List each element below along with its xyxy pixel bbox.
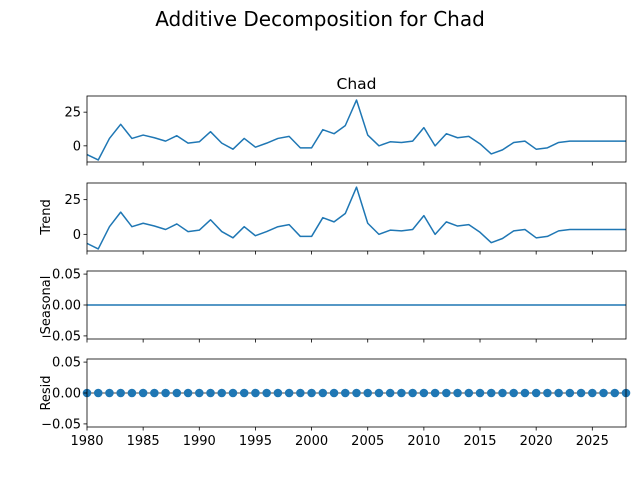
resid-point — [509, 388, 519, 398]
resid-point — [262, 388, 271, 398]
resid-point — [464, 388, 474, 398]
resid-ytick-label: 0.05 — [52, 356, 81, 371]
resid-xtick-label: 1990 — [183, 434, 216, 449]
seasonal-ytick-label: 0.05 — [52, 268, 81, 283]
observed-panel: 0 25 Chad — [64, 75, 627, 166]
resid-point — [531, 388, 541, 398]
trend-ylabel: Trend — [39, 199, 54, 236]
resid-point — [251, 388, 260, 398]
resid-point — [554, 388, 563, 398]
resid-xtick-label: 1995 — [239, 434, 272, 449]
resid-point — [352, 388, 361, 398]
resid-point — [543, 388, 552, 398]
resid-point — [397, 388, 406, 398]
resid-point — [453, 388, 462, 398]
trend-ytick-label: 0 — [73, 228, 81, 243]
resid-point — [239, 388, 249, 398]
resid-point — [475, 388, 485, 398]
resid-point — [576, 388, 586, 398]
resid-point — [150, 388, 159, 398]
trend-series-line — [86, 186, 626, 250]
resid-point — [442, 388, 451, 398]
resid-point — [610, 388, 620, 398]
resid-point — [588, 388, 597, 398]
resid-point — [363, 388, 373, 398]
resid-point — [329, 388, 339, 398]
seasonal-ylabel: Seasonal — [39, 276, 54, 335]
seasonal-ytick-label: 0.00 — [52, 299, 81, 314]
resid-point — [430, 388, 440, 398]
resid-panel: −0.05 0.00 0.05 1980 1985 1990 1995 2000 2005 201… — [39, 356, 631, 449]
figure-title: Additive Decomposition for Chad — [155, 7, 485, 31]
resid-point — [296, 388, 305, 398]
resid-point — [217, 388, 227, 398]
resid-xtick-label: 2015 — [463, 434, 496, 449]
observed-title: Chad — [337, 75, 377, 93]
observed-ytick-label: 25 — [64, 106, 81, 121]
resid-xtick-label: 1980 — [70, 434, 103, 449]
resid-point — [374, 388, 384, 398]
resid-point — [183, 388, 193, 398]
resid-point — [307, 388, 316, 398]
resid-xtick-label: 2010 — [407, 434, 440, 449]
observed-ytick-label: 0 — [73, 139, 81, 154]
resid-point — [565, 388, 575, 398]
resid-point — [93, 388, 103, 398]
observed-series-line — [86, 99, 626, 161]
resid-point — [385, 388, 395, 398]
resid-point — [599, 388, 608, 398]
resid-point — [284, 388, 294, 398]
resid-point — [520, 388, 530, 398]
resid-point — [138, 388, 148, 398]
resid-ylabel: Resid — [39, 375, 54, 410]
resid-point — [318, 388, 328, 398]
trend-frame — [86, 182, 627, 252]
resid-point — [194, 388, 204, 398]
resid-xtick-label: 2000 — [295, 434, 328, 449]
resid-point — [116, 388, 125, 398]
resid-xtick-label: 2025 — [576, 434, 609, 449]
resid-ytick-label: −0.05 — [41, 417, 81, 432]
trend-panel: 0 25 Trend — [39, 182, 627, 255]
resid-point — [273, 388, 283, 398]
resid-point — [340, 388, 350, 398]
resid-point — [105, 388, 114, 398]
observed-frame — [86, 95, 627, 163]
resid-point — [498, 388, 507, 398]
resid-xtick-label: 2005 — [351, 434, 384, 449]
resid-point — [172, 388, 182, 398]
resid-xtick-label: 2020 — [520, 434, 553, 449]
trend-ytick-label: 25 — [64, 193, 81, 208]
resid-point — [127, 388, 137, 398]
resid-point — [408, 388, 417, 398]
resid-point — [419, 388, 429, 398]
resid-point — [161, 388, 170, 398]
panels: 025Chad025Trend−0.050.000.05Seasonal−0.0… — [39, 75, 631, 449]
resid-xtick-label: 1985 — [127, 434, 160, 449]
resid-ytick-label: 0.00 — [52, 387, 81, 402]
seasonal-ytick-label: −0.05 — [41, 329, 81, 344]
resid-point — [486, 388, 496, 398]
resid-point — [206, 388, 215, 398]
resid-point — [228, 388, 238, 398]
